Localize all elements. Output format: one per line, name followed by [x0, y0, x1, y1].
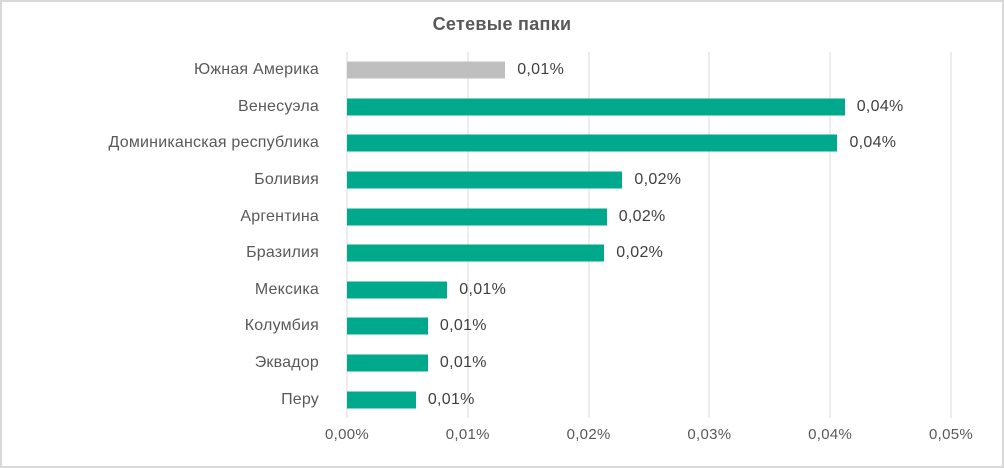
x-tick-label: 0,04% — [808, 426, 853, 443]
bar — [347, 171, 623, 189]
bar-row: 0,04% — [347, 89, 951, 126]
bar-row: 0,01% — [347, 308, 951, 345]
category-label: Венесуэла — [238, 97, 319, 115]
category-label: Перу — [281, 390, 319, 408]
plot-area: 0,01% 0,04% 0,04% 0,02% 0,02% 0,02% 0,01% 0,01%… — [346, 52, 952, 418]
bar-row: 0,02% — [347, 162, 951, 199]
bar-value-label: 0,01% — [459, 280, 507, 298]
x-tick-label: 0,05% — [928, 426, 974, 443]
bars: 0,01% 0,04% 0,04% 0,02% 0,02% 0,02% 0,01% 0,01%… — [347, 52, 951, 418]
bar — [347, 281, 448, 299]
bar-row: 0,04% — [347, 125, 951, 162]
category-label: Аргентина — [240, 207, 319, 225]
category-label: Эквадор — [254, 354, 319, 372]
bar-row: 0,01% — [347, 272, 951, 309]
bar — [347, 354, 428, 372]
bar — [347, 61, 506, 79]
chart-title: Сетевые папки — [432, 14, 572, 34]
bar-row: 0,01% — [347, 381, 951, 418]
bar-value-label: 0,01% — [439, 354, 487, 372]
x-tick-label: 0,02% — [566, 426, 611, 443]
category-label: Бразилия — [246, 244, 319, 262]
category-label: Доминиканская республика — [108, 134, 319, 152]
bar-row: 0,01% — [347, 345, 951, 382]
bar — [347, 208, 607, 226]
bar-value-label: 0,04% — [849, 134, 897, 152]
bar-value-label: 0,02% — [634, 171, 682, 189]
gridline — [708, 52, 710, 418]
gridlines — [346, 52, 952, 418]
x-tick-label: 0,03% — [687, 426, 732, 443]
bar-row: 0,02% — [347, 198, 951, 235]
category-label: Южная Америка — [194, 61, 319, 79]
bar — [347, 391, 416, 409]
category-label: Боливия — [254, 171, 319, 189]
bar-row: 0,01% — [347, 52, 951, 89]
x-tick-label: 0,00% — [324, 426, 370, 443]
gridline — [467, 52, 469, 418]
bar-value-label: 0,04% — [856, 97, 904, 115]
bar — [347, 98, 845, 116]
category-labels: Южная Америка Венесуэла Доминиканская респ… — [2, 52, 333, 418]
bar-value-label: 0,01% — [517, 61, 565, 79]
bar — [347, 134, 838, 152]
bar-value-label: 0,01% — [427, 390, 475, 408]
bar-value-label: 0,01% — [439, 317, 487, 335]
bar-value-label: 0,02% — [616, 244, 664, 262]
x-axis: 0,00% 0,01% 0,02% 0,03% 0,04% 0,05% — [325, 426, 973, 448]
bar-row: 0,02% — [347, 235, 951, 272]
category-label: Мексика — [254, 280, 319, 298]
category-label: Колумбия — [244, 317, 319, 335]
x-tick-label: 0,01% — [445, 426, 490, 443]
gridline — [950, 52, 952, 418]
bar-value-label: 0,02% — [618, 207, 666, 225]
bar — [347, 317, 428, 335]
gridline — [588, 52, 590, 418]
bar — [347, 244, 605, 262]
gridline — [829, 52, 831, 418]
gridline — [346, 52, 348, 418]
